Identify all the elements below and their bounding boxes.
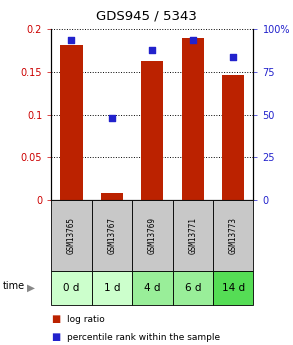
Point [231,54,236,59]
Bar [182,38,204,200]
Text: percentile rank within the sample: percentile rank within the sample [67,333,221,342]
Text: 6 d: 6 d [185,283,201,293]
Text: ■: ■ [51,332,61,342]
Point [110,115,114,121]
Text: ▶: ▶ [27,283,35,293]
Text: GSM13773: GSM13773 [229,217,238,254]
Text: 4 d: 4 d [144,283,161,293]
Bar [141,61,163,200]
Point [190,37,195,42]
Bar [101,193,123,200]
Text: 14 d: 14 d [222,283,245,293]
Text: ■: ■ [51,314,61,324]
Text: log ratio: log ratio [67,315,105,324]
Point [69,37,74,42]
Point [150,47,155,52]
Bar [222,76,244,200]
Text: GSM13767: GSM13767 [108,217,116,254]
Text: 0 d: 0 d [63,283,80,293]
Text: time: time [3,282,25,291]
Text: GDS945 / 5343: GDS945 / 5343 [96,9,197,22]
Text: GSM13771: GSM13771 [188,217,197,254]
Bar [60,45,83,200]
Text: GSM13769: GSM13769 [148,217,157,254]
Text: GSM13765: GSM13765 [67,217,76,254]
Text: 1 d: 1 d [104,283,120,293]
